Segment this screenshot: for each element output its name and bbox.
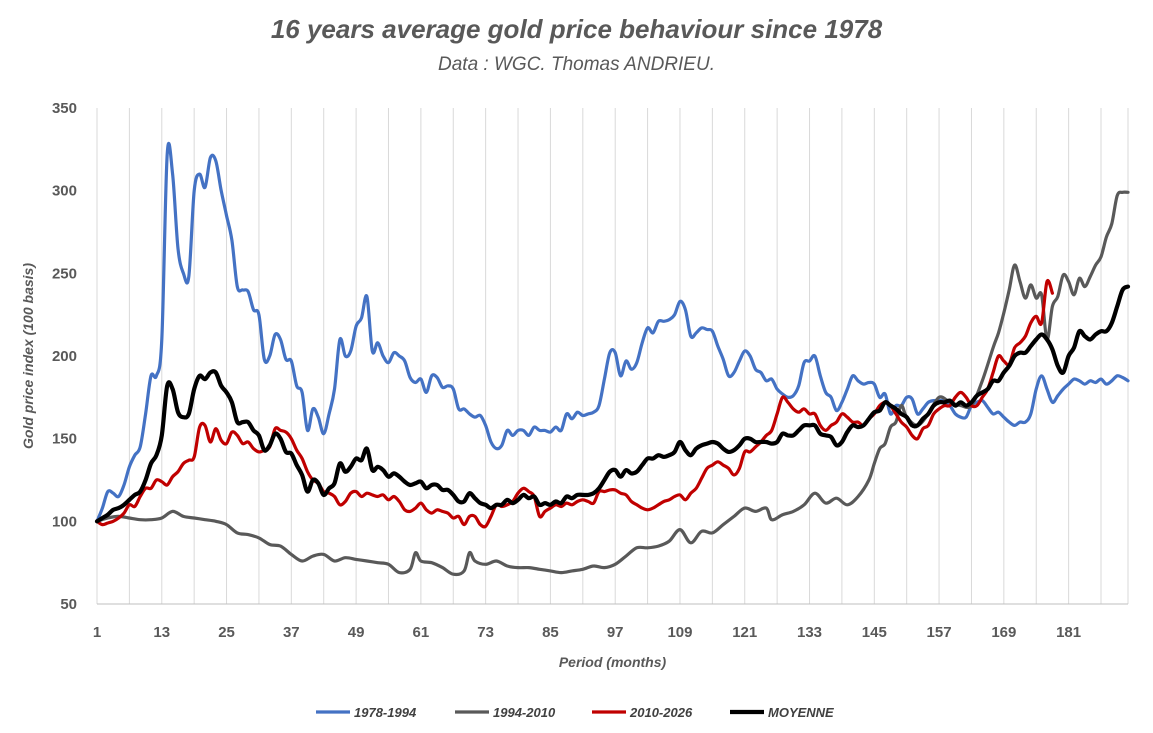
gridlines	[96, 108, 1129, 604]
y-axis-tick-labels: 50 100 150 200 250 300 350	[52, 100, 77, 613]
y-tick-label: 300	[52, 183, 77, 200]
x-tick-label: 133	[797, 624, 822, 641]
series-line-moyenne	[94, 284, 1131, 524]
x-axis-tick-labels: 1 13 25 37 49 61 73 85 97 109 121 133 145 157 169 181	[93, 624, 1081, 641]
legend-item: 1978-1994	[316, 705, 417, 720]
chart-subtitle: Data : WGC. Thomas ANDRIEU.	[438, 54, 715, 75]
y-tick-label: 250	[52, 265, 77, 282]
x-tick-label: 73	[477, 624, 494, 641]
legend-label: 1994-2010	[493, 705, 556, 720]
x-tick-label: 85	[542, 624, 559, 641]
legend: 1978-1994 1994-2010 2010-2026 MOYENNE	[316, 705, 834, 720]
x-tick-label: 157	[927, 624, 952, 641]
y-tick-label: 100	[52, 513, 77, 530]
series-line-2010-2026	[95, 278, 1054, 529]
x-tick-label: 181	[1056, 624, 1081, 641]
y-tick-label: 150	[52, 431, 77, 448]
y-axis-title: Gold price index (100 basis)	[20, 263, 36, 449]
x-tick-label: 61	[413, 624, 430, 641]
legend-item: MOYENNE	[730, 705, 834, 720]
series-line-1994-2010	[95, 190, 1130, 577]
legend-label: 2010-2026	[629, 705, 693, 720]
x-tick-label: 1	[93, 624, 101, 641]
x-tick-label: 97	[607, 624, 624, 641]
x-tick-label: 109	[667, 624, 692, 641]
x-tick-label: 169	[991, 624, 1016, 641]
series-line-1978-1994	[95, 142, 1130, 523]
chart-title: 16 years average gold price behaviour si…	[270, 14, 883, 44]
legend-label: 1978-1994	[354, 705, 417, 720]
legend-label: MOYENNE	[768, 705, 834, 720]
x-tick-label: 49	[348, 624, 365, 641]
x-tick-label: 121	[732, 624, 757, 641]
legend-item: 2010-2026	[592, 705, 693, 720]
y-tick-label: 50	[60, 596, 77, 613]
series-lines	[94, 142, 1131, 577]
y-tick-label: 200	[52, 348, 77, 365]
x-axis-title: Period (months)	[559, 654, 667, 670]
x-tick-label: 37	[283, 624, 300, 641]
y-tick-label: 350	[52, 100, 77, 117]
x-tick-label: 13	[153, 624, 170, 641]
legend-item: 1994-2010	[455, 705, 556, 720]
x-tick-label: 25	[218, 624, 235, 641]
x-tick-label: 145	[862, 624, 887, 641]
